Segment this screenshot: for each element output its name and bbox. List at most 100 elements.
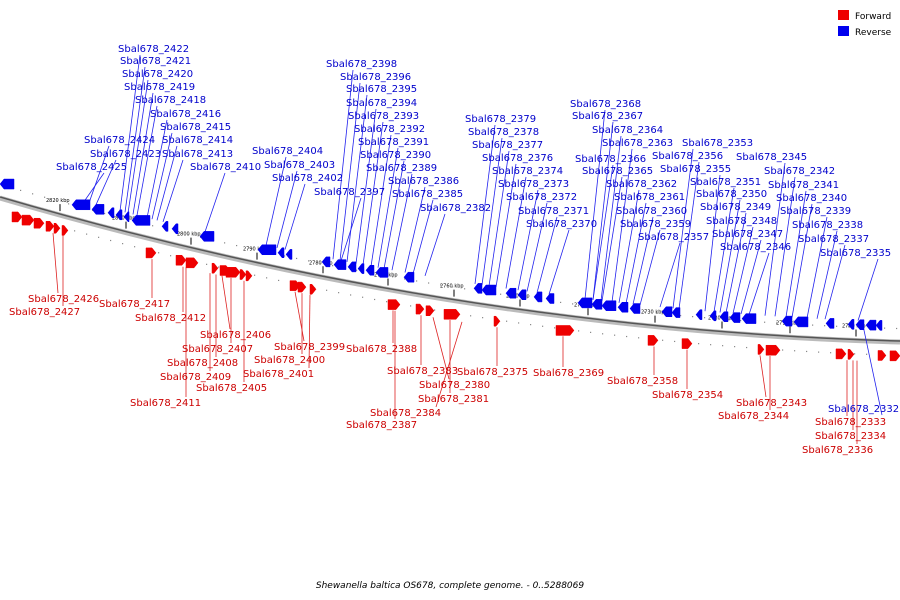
reverse-gene-arrow[interactable] <box>131 215 151 226</box>
forward-gene-label[interactable]: Sbal678_2406 <box>200 330 271 341</box>
reverse-gene-arrow[interactable] <box>115 209 123 221</box>
forward-gene-label[interactable]: Sbal678_2407 <box>182 344 253 355</box>
forward-gene-arrow[interactable] <box>61 225 69 236</box>
reverse-gene-label[interactable]: Sbal678_2377 <box>472 140 543 151</box>
reverse-gene-label[interactable]: Sbal678_2398 <box>326 59 397 70</box>
reverse-gene-label[interactable]: Sbal678_2402 <box>272 173 343 184</box>
reverse-gene-arrow[interactable] <box>91 204 105 215</box>
reverse-gene-label[interactable]: Sbal678_2376 <box>482 153 553 164</box>
reverse-gene-arrow[interactable] <box>481 284 497 296</box>
forward-gene-arrow[interactable] <box>21 214 35 226</box>
reverse-gene-label[interactable]: Sbal678_2389 <box>366 163 437 174</box>
forward-gene-arrow[interactable] <box>835 348 847 360</box>
reverse-gene-label[interactable]: Sbal678_2415 <box>160 122 231 133</box>
reverse-gene-label[interactable]: Sbal678_2362 <box>606 179 677 190</box>
reverse-gene-label[interactable]: Sbal678_2370 <box>526 219 597 230</box>
forward-gene-label[interactable]: Sbal678_2380 <box>419 380 490 391</box>
forward-gene-arrow[interactable] <box>297 281 307 293</box>
forward-gene-label[interactable]: Sbal678_2408 <box>167 358 238 369</box>
reverse-gene-label[interactable]: Sbal678_2346 <box>720 242 791 253</box>
reverse-gene-arrow[interactable] <box>855 319 865 330</box>
reverse-gene-label[interactable]: Sbal678_2353 <box>682 138 753 149</box>
forward-gene-label[interactable]: Sbal678_2427 <box>9 307 80 318</box>
reverse-gene-label[interactable]: Sbal678_2367 <box>572 111 643 122</box>
reverse-gene-arrow[interactable] <box>473 283 483 294</box>
forward-gene-arrow[interactable] <box>889 350 900 362</box>
forward-gene-arrow[interactable] <box>211 262 219 274</box>
forward-gene-label[interactable]: Sbal678_2333 <box>815 417 886 428</box>
forward-gene-label[interactable]: Sbal678_2400 <box>254 355 325 366</box>
reverse-gene-label[interactable]: Sbal678_2397 <box>314 187 385 198</box>
reverse-gene-arrow[interactable] <box>533 291 543 303</box>
reverse-gene-arrow[interactable] <box>123 211 130 222</box>
reverse-gene-arrow[interactable] <box>285 249 293 260</box>
forward-gene-arrow[interactable] <box>53 222 61 234</box>
reverse-gene-label[interactable]: Sbal678_2382 <box>420 203 491 214</box>
reverse-gene-arrow[interactable] <box>257 244 277 256</box>
forward-gene-label[interactable]: Sbal678_2343 <box>736 398 807 409</box>
reverse-gene-label[interactable]: Sbal678_2394 <box>346 98 417 109</box>
forward-gene-label[interactable]: Sbal678_2387 <box>346 420 417 431</box>
forward-gene-arrow[interactable] <box>681 338 693 349</box>
reverse-gene-label[interactable]: Sbal678_2422 <box>118 44 189 55</box>
reverse-gene-arrow[interactable] <box>741 313 757 324</box>
forward-gene-arrow[interactable] <box>309 284 317 295</box>
forward-gene-label[interactable]: Sbal678_2426 <box>28 294 99 305</box>
reverse-gene-arrow[interactable] <box>865 319 877 331</box>
reverse-gene-arrow[interactable] <box>333 259 347 270</box>
reverse-gene-label[interactable]: Sbal678_2414 <box>162 135 233 146</box>
reverse-gene-arrow[interactable] <box>671 307 681 318</box>
reverse-gene-label[interactable]: Sbal678_2359 <box>620 219 691 230</box>
reverse-gene-label[interactable]: Sbal678_2332 <box>828 404 899 415</box>
reverse-gene-label[interactable]: Sbal678_2392 <box>354 124 425 135</box>
reverse-gene-label[interactable]: Sbal678_2368 <box>570 99 641 110</box>
forward-gene-arrow[interactable] <box>387 299 401 310</box>
reverse-gene-arrow[interactable] <box>781 315 793 327</box>
forward-gene-arrow[interactable] <box>877 350 887 361</box>
forward-gene-label[interactable]: Sbal678_2334 <box>815 431 886 442</box>
reverse-gene-arrow[interactable] <box>0 178 15 190</box>
reverse-gene-arrow[interactable] <box>661 306 673 317</box>
forward-gene-arrow[interactable] <box>493 315 501 327</box>
reverse-gene-arrow[interactable] <box>347 261 357 273</box>
forward-gene-label[interactable]: Sbal678_2369 <box>533 368 604 379</box>
reverse-gene-label[interactable]: Sbal678_2335 <box>820 248 891 259</box>
forward-gene-arrow[interactable] <box>757 344 765 355</box>
reverse-gene-label[interactable]: Sbal678_2361 <box>614 192 685 203</box>
reverse-gene-label[interactable]: Sbal678_2350 <box>696 189 767 200</box>
reverse-gene-label[interactable]: Sbal678_2378 <box>468 127 539 138</box>
forward-gene-arrow[interactable] <box>11 211 23 223</box>
reverse-gene-label[interactable]: Sbal678_2391 <box>358 137 429 148</box>
reverse-gene-label[interactable]: Sbal678_2356 <box>652 151 723 162</box>
reverse-gene-label[interactable]: Sbal678_2416 <box>150 109 221 120</box>
reverse-gene-label[interactable]: Sbal678_2337 <box>798 234 869 245</box>
reverse-gene-arrow[interactable] <box>375 267 389 278</box>
reverse-gene-label[interactable]: Sbal678_2364 <box>592 125 663 136</box>
reverse-gene-label[interactable]: Sbal678_2351 <box>690 177 761 188</box>
reverse-gene-arrow[interactable] <box>847 319 855 330</box>
reverse-gene-label[interactable]: Sbal678_2404 <box>252 146 323 157</box>
reverse-gene-label[interactable]: Sbal678_2348 <box>706 216 777 227</box>
forward-gene-arrow[interactable] <box>425 305 435 316</box>
forward-gene-arrow[interactable] <box>145 247 157 259</box>
reverse-gene-label[interactable]: Sbal678_2386 <box>388 176 459 187</box>
forward-gene-arrow[interactable] <box>847 349 855 360</box>
reverse-gene-label[interactable]: Sbal678_2420 <box>122 69 193 80</box>
forward-gene-arrow[interactable] <box>45 221 55 232</box>
reverse-gene-label[interactable]: Sbal678_2357 <box>638 232 709 243</box>
reverse-gene-label[interactable]: Sbal678_2339 <box>780 206 851 217</box>
reverse-gene-arrow[interactable] <box>793 316 809 328</box>
reverse-gene-label[interactable]: Sbal678_2396 <box>340 72 411 83</box>
forward-gene-arrow[interactable] <box>415 303 425 315</box>
reverse-gene-label[interactable]: Sbal678_2385 <box>392 189 463 200</box>
reverse-gene-label[interactable]: Sbal678_2341 <box>768 180 839 191</box>
forward-gene-label[interactable]: Sbal678_2344 <box>718 411 789 422</box>
reverse-gene-label[interactable]: Sbal678_2365 <box>582 166 653 177</box>
forward-gene-arrow[interactable] <box>33 217 45 229</box>
forward-gene-label[interactable]: Sbal678_2405 <box>196 383 267 394</box>
reverse-gene-arrow[interactable] <box>365 265 375 276</box>
reverse-gene-arrow[interactable] <box>577 297 593 309</box>
reverse-gene-label[interactable]: Sbal678_2347 <box>712 229 783 240</box>
reverse-gene-label[interactable]: Sbal678_2372 <box>506 192 577 203</box>
forward-gene-label[interactable]: Sbal678_2417 <box>99 299 170 310</box>
